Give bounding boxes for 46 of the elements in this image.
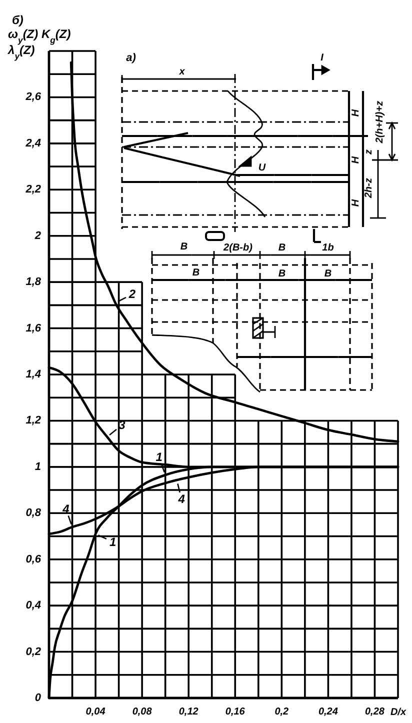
annotation: 2(h+H)+z [374, 100, 386, 144]
annotation: B [278, 242, 286, 254]
annotation: I [320, 52, 324, 64]
y-tick-label: 1,8 [26, 276, 42, 288]
annotation: 4 [62, 502, 70, 516]
annotation: B [192, 268, 200, 278]
y-tick-label: 1,6 [26, 322, 42, 334]
x-tick-label: 0,24 [318, 706, 338, 718]
annotation: 4 [177, 492, 186, 506]
y-tick-label: 0,2 [26, 646, 41, 658]
annotation: H [350, 156, 362, 164]
annotation: B [324, 268, 332, 280]
x-tick-label: 0,16 [225, 706, 246, 718]
y-tick-label: 2,6 [24, 91, 42, 104]
x-tick-label: 0,28 [365, 706, 385, 718]
x-tick-label: 0,12 [178, 706, 199, 718]
x-tick-label: 0,04 [86, 706, 106, 718]
annotation: 2(B-b) [222, 242, 254, 254]
annotation: U [258, 162, 266, 174]
y-tick-label: 0,6 [26, 553, 42, 566]
y-tick-label: 0,4 [26, 600, 41, 612]
text: ω$_{y}$(Z) K$_{g}$(Z) λ$_{y}$(Z) [8, 27, 71, 61]
annotation: H [350, 198, 362, 207]
x-tick-label: 0,08 [132, 706, 152, 718]
annotation: а) [126, 52, 136, 64]
x-axis-title: D/x [390, 706, 406, 718]
y-tick-label: 1 [34, 460, 41, 473]
chart-title: б) [12, 13, 24, 27]
annotation: B [278, 268, 286, 280]
annotation: H [350, 108, 362, 117]
y-tick-label: 1,4 [26, 368, 41, 380]
annotation: 1 [156, 450, 163, 464]
y-tick-label: 2,2 [24, 184, 41, 196]
annotation: 2h-z [364, 178, 374, 199]
y-tick-label: 0,8 [26, 507, 42, 520]
annotation: 1 [109, 534, 116, 549]
x-tick-label: 0,2 [274, 706, 290, 718]
y-tick-label: 1,2 [26, 414, 41, 427]
annotation: B [180, 242, 188, 252]
annotation: x [178, 66, 186, 78]
y-tick-label: 0 [34, 692, 42, 704]
y-tick-label: 2,4 [24, 137, 41, 150]
y-tick-label: 2 [34, 230, 41, 242]
annotation: 2 [128, 287, 136, 302]
annotation: z [364, 150, 374, 156]
annotation: 1b [322, 242, 334, 254]
